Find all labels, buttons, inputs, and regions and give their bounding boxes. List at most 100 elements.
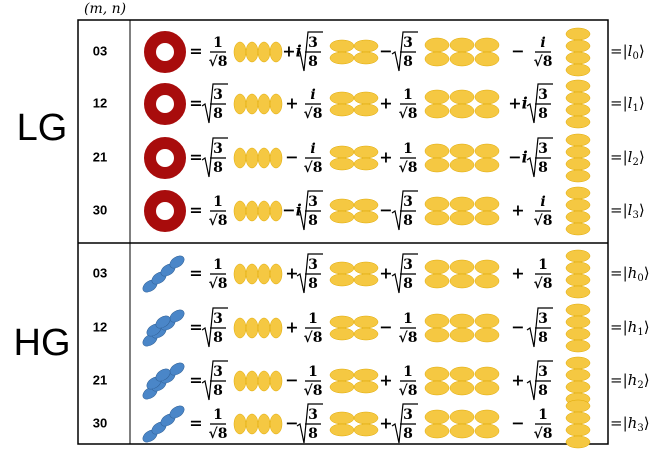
- ket-open: |: [623, 414, 628, 432]
- section-label: LG: [17, 107, 68, 149]
- ket-name: l: [628, 42, 633, 60]
- radical: [526, 307, 553, 348]
- term-sign: −: [511, 318, 524, 337]
- denominator: √8: [534, 213, 553, 229]
- intensity-lobe: [269, 317, 283, 339]
- intensity-lobe: [474, 103, 500, 119]
- intensity-lobe: [565, 222, 591, 236]
- ket-sub: 2: [632, 157, 638, 168]
- intensity-lobe: [353, 210, 379, 224]
- numerator: 3: [538, 87, 548, 103]
- term-sign: +i: [282, 42, 301, 61]
- numerator: 3: [308, 257, 318, 273]
- intensity-lobe: [329, 368, 355, 382]
- denominator: √8: [209, 426, 228, 442]
- radical: [201, 137, 228, 178]
- term-sign: +i: [508, 94, 527, 113]
- section-label: HG: [14, 322, 71, 364]
- denominator: 8: [308, 54, 318, 70]
- term-sign: −: [511, 42, 524, 61]
- intensity-lobe: [565, 315, 591, 329]
- radical: [526, 83, 553, 124]
- mode-index: 21: [93, 149, 107, 164]
- numerator: 1: [213, 35, 223, 51]
- ket-sub: 3: [637, 423, 643, 434]
- radical: [296, 190, 323, 231]
- intensity-lobe: [565, 39, 591, 53]
- intensity-lobe: [245, 263, 259, 285]
- intensity-lobe: [424, 89, 450, 105]
- intensity-lobe: [257, 41, 271, 63]
- radical: [201, 307, 228, 348]
- numerator: 3: [403, 407, 413, 423]
- intensity-lobe: [565, 169, 591, 183]
- intensity-lobe: [233, 200, 247, 222]
- intensity-lobe: [565, 423, 591, 437]
- mode-index: 03: [93, 265, 107, 280]
- ket-open: |: [623, 201, 628, 219]
- intensity-lobe: [257, 93, 271, 115]
- ket-close: ⟩: [644, 371, 650, 389]
- numerator: 3: [308, 194, 318, 210]
- denominator: √8: [209, 213, 228, 229]
- intensity-lobe: [474, 259, 500, 275]
- intensity-lobe: [353, 273, 379, 287]
- intensity-lobe: [449, 273, 475, 289]
- ket: =|h0⟩: [610, 264, 650, 284]
- radical: [526, 360, 553, 401]
- intensity-lobe: [269, 370, 283, 392]
- intensity-lobe: [269, 200, 283, 222]
- intensity-lobe: [474, 327, 500, 343]
- intensity-lobe: [233, 41, 247, 63]
- ket-name: l: [628, 94, 633, 112]
- numerator: 3: [538, 311, 548, 327]
- intensity-lobe: [329, 91, 355, 105]
- intensity-lobe: [424, 366, 450, 382]
- intensity-lobe: [474, 423, 500, 439]
- ket: =|h3⟩: [610, 414, 650, 434]
- intensity-lobe: [424, 259, 450, 275]
- ket-sub: 3: [632, 210, 638, 221]
- frame: [77, 19, 609, 445]
- denominator: 8: [538, 106, 548, 122]
- intensity-lobe: [329, 261, 355, 275]
- denominator: √8: [534, 54, 553, 70]
- intensity-lobe: [353, 423, 379, 437]
- ket-sub: 0: [632, 51, 638, 62]
- ket-sub: 1: [637, 327, 643, 338]
- mode-index: 21: [93, 372, 107, 387]
- intensity-lobe: [269, 263, 283, 285]
- numerator: i: [540, 194, 545, 210]
- equals: =: [189, 414, 202, 433]
- intensity-lobe: [424, 210, 450, 226]
- denominator: 8: [538, 160, 548, 176]
- term-sign: −: [379, 42, 392, 61]
- intensity-lobe: [329, 51, 355, 65]
- radical: [296, 253, 323, 294]
- ket-name: l: [628, 148, 633, 166]
- numerator: 3: [538, 141, 548, 157]
- denominator: √8: [534, 426, 553, 442]
- intensity-lobe: [565, 186, 591, 200]
- intensity-lobe: [424, 157, 450, 173]
- ket-sub: 0: [637, 273, 643, 284]
- intensity-lobe: [449, 143, 475, 159]
- intensity-lobe: [565, 368, 591, 382]
- ket-open: |: [623, 264, 628, 282]
- intensity-lobe: [474, 409, 500, 425]
- radical: [296, 403, 323, 444]
- intensity-lobe: [565, 51, 591, 65]
- denominator: 8: [213, 330, 223, 346]
- radical: [296, 31, 323, 72]
- intensity-lobe: [353, 91, 379, 105]
- intensity-lobe: [329, 145, 355, 159]
- ket: =|l3⟩: [610, 201, 645, 221]
- equals: =: [189, 371, 202, 390]
- intensity-lobe: [257, 147, 271, 169]
- equals: =: [189, 94, 202, 113]
- intensity-lobe: [233, 413, 247, 435]
- intensity-lobe: [565, 157, 591, 171]
- radical: [391, 253, 418, 294]
- intensity-lobe: [449, 366, 475, 382]
- radical: [391, 31, 418, 72]
